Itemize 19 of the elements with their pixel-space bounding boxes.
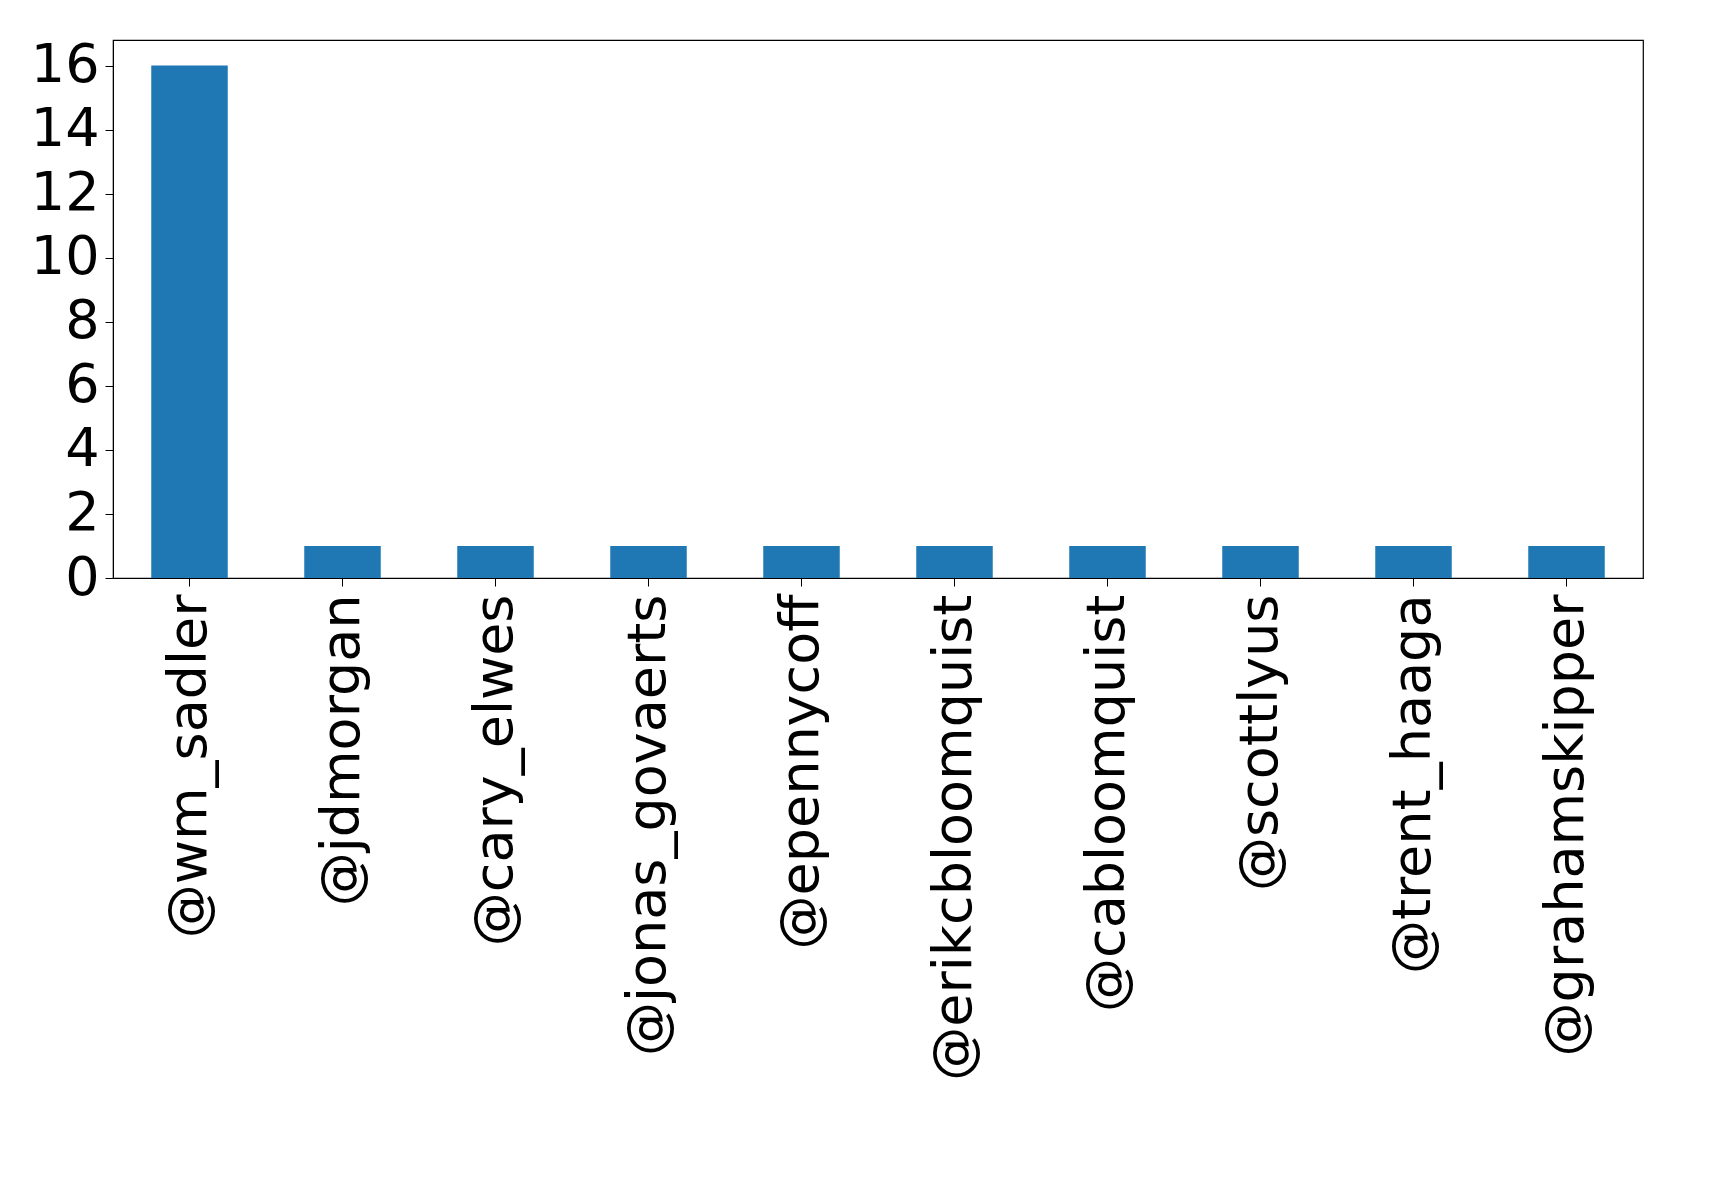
y-tick-label: 2 (65, 480, 100, 544)
x-tick-label: @epennycoff (767, 592, 831, 950)
x-tick-label: @cabloomquist (1073, 594, 1137, 1013)
y-tick-label: 6 (65, 352, 100, 416)
y-tick-label: 14 (30, 96, 100, 160)
x-tick-label: @wm_sadler (155, 593, 219, 939)
x-tick-label: @cary_elwes (461, 594, 525, 947)
x-tick-label: @trent_haaga (1379, 594, 1443, 975)
y-tick-label: 0 (65, 544, 100, 608)
x-tick-label: @scottlyus (1226, 594, 1290, 892)
y-tick-label: 12 (30, 160, 100, 224)
x-tick-label: @jdmorgan (308, 594, 372, 907)
y-tick-label: 16 (30, 32, 100, 96)
y-tick-label: 10 (30, 224, 100, 288)
y-tick-label: 8 (65, 288, 100, 352)
x-tick-label: @grahamskipper (1532, 593, 1596, 1057)
y-tick-label: 4 (65, 416, 100, 480)
x-tick-label: @jonas_govaerts (614, 594, 678, 1057)
x-tick-label: @erikcbloomquist (920, 594, 984, 1081)
